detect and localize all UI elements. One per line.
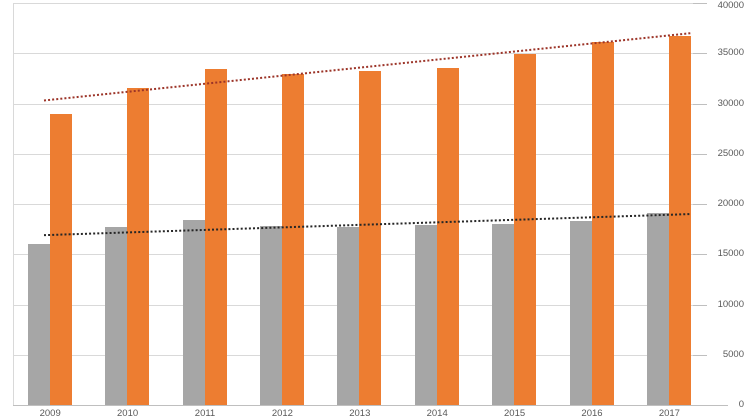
plot-left-border [12, 3, 14, 405]
x-axis-label-2013: 2013 [349, 408, 371, 419]
bar-2016-gray-series [569, 221, 592, 405]
bar-2011-gray-series [182, 220, 205, 405]
x-axis-label-2009: 2009 [39, 408, 61, 419]
y-axis-label-35000: 35000 [717, 47, 744, 59]
bar-2012-orange-series [281, 74, 304, 405]
y-axis-label-40000: 40000 [717, 0, 744, 11]
bar-2010-gray-series [105, 227, 128, 405]
bar-2016-orange-series [591, 42, 614, 405]
bar-2009-gray-series [27, 244, 50, 405]
x-axis-label-2011: 2011 [194, 408, 216, 419]
y-axis-label-10000: 10000 [717, 298, 744, 310]
x-axis-label-2010: 2010 [117, 408, 139, 419]
bar-2013-gray-series [337, 227, 360, 405]
bar-2017-orange-series [668, 36, 691, 405]
bar-2014-orange-series [436, 68, 459, 405]
y-axis-label-15000: 15000 [717, 248, 744, 260]
bar-2017-gray-series [646, 213, 669, 405]
bar-2011-orange-series [204, 69, 227, 405]
x-axis-label-2016: 2016 [581, 408, 603, 419]
x-axis-label-2014: 2014 [426, 408, 448, 419]
y-axis-label-0: 0 [738, 399, 744, 410]
bar-2014-gray-series [414, 225, 437, 405]
x-axis-label-2017: 2017 [658, 408, 680, 419]
gridline-0 [12, 405, 693, 406]
bar-2015-orange-series [514, 54, 537, 405]
y-axis-label-25000: 25000 [717, 147, 744, 159]
bar-2012-gray-series [259, 226, 282, 405]
x-axis-line [12, 405, 728, 406]
bar-2013-orange-series [359, 71, 382, 405]
x-axis-label-2015: 2015 [504, 408, 526, 419]
y-axis-label-20000: 20000 [717, 198, 744, 209]
x-axis-label-2012: 2012 [271, 408, 293, 419]
bar-2010-orange-series [127, 88, 150, 405]
bar-2009-orange-series [49, 113, 72, 405]
gridline-40000 [12, 3, 693, 4]
bar-2015-gray-series [492, 224, 515, 405]
y-axis-label-30000: 30000 [717, 97, 744, 109]
y-axis-label-5000: 5000 [722, 348, 744, 360]
